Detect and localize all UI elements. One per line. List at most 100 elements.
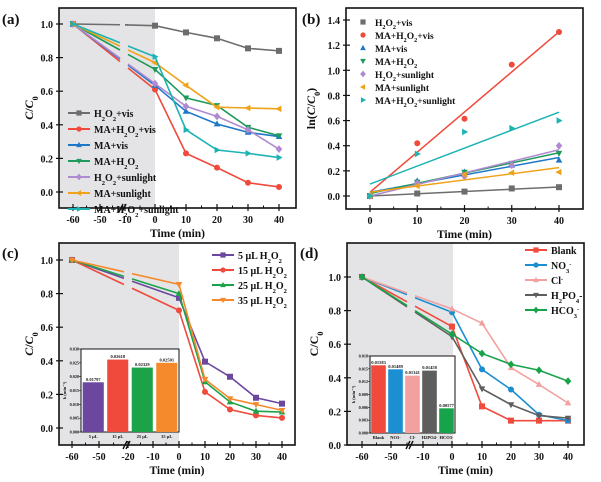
legend-label: Blank [551, 246, 577, 257]
label-subscript: 2 [102, 180, 105, 187]
y-tick-label: 0.6 [41, 323, 54, 334]
label-subscript: 2 [284, 273, 287, 280]
marker-square [183, 29, 189, 36]
series-35-l-h2o2 [68, 257, 286, 414]
series-line [451, 326, 568, 422]
y-tick-label: 0.8 [41, 54, 54, 65]
x-tick-label: 30 [507, 216, 517, 227]
x-tick-label: 30 [534, 452, 544, 463]
label-text: O [407, 58, 414, 68]
label-text: H [551, 291, 559, 302]
x-tick-label: 0 [177, 452, 182, 463]
marker-triangle-up [533, 276, 539, 283]
label-subscript: 2 [559, 298, 562, 305]
legend-item: 35 μL H2O2 [212, 296, 287, 310]
y-tick-label: 0.2 [41, 390, 54, 401]
axis-break-mark [122, 440, 128, 450]
label-subscript: 2 [102, 116, 105, 123]
marker-triangle-left [413, 182, 420, 190]
plot-frame [58, 242, 296, 446]
marker-circle [360, 32, 366, 38]
label-text: MA+vis [94, 141, 128, 152]
panel-c: (c) 0.0 0.2 0.4 0.6 0.8 1.0 -60 -50 -20 -10 0 10 20 30… [2, 242, 296, 477]
marker-square [414, 190, 421, 197]
label-text: O [127, 125, 135, 136]
marker-triangle-right [556, 117, 563, 124]
marker-square [508, 417, 514, 424]
series-line [124, 24, 156, 27]
marker-triangle-right [76, 206, 83, 212]
series-line [127, 53, 156, 71]
marker-square [152, 22, 158, 29]
label-text: HCO [551, 306, 574, 317]
marker-triangle-right [70, 20, 77, 28]
series-line [414, 297, 453, 314]
label-text: 5 μL H [238, 251, 268, 262]
label-subscript: 2 [404, 38, 407, 44]
marker-triangle-up [175, 290, 183, 296]
marker-triangle-up [360, 44, 366, 51]
legend-item: MA+H2O2+vis [68, 125, 156, 139]
inset-bar-value-label: 0.01341 [405, 370, 420, 375]
x-tick-label: -60 [355, 452, 368, 463]
legend-label: 5 μL H2O2 [238, 251, 282, 265]
label-subscript: 2 [393, 77, 396, 83]
marker-triangle-up [478, 319, 486, 326]
series-ma-h2o2-sunlight [367, 111, 563, 200]
label-text: Blank [551, 246, 577, 257]
label-text: MA+H [375, 32, 404, 42]
marker-triangle-right [276, 154, 283, 161]
series-line [72, 23, 121, 26]
x-tick-label: 10 [412, 216, 422, 227]
legend-item: H2O2+vis [68, 109, 134, 123]
marker-circle [227, 406, 233, 413]
marker-square [227, 373, 233, 380]
marker-circle [220, 267, 226, 273]
x-tick-label: 40 [277, 452, 287, 463]
marker-square [461, 188, 468, 195]
label-text: +vis [138, 125, 155, 136]
fit-line [369, 111, 560, 185]
x-tick-label: 10 [181, 215, 191, 226]
y-tick-label: 0.8 [41, 290, 54, 301]
label-subscript: 2 [273, 273, 276, 280]
y-axis-label: C/C0 [22, 96, 40, 119]
marker-triangle-down [220, 297, 226, 304]
series-line [414, 305, 453, 328]
inset-y-tick-label: 0.015 [359, 366, 368, 371]
marker-triangle-right [214, 146, 221, 154]
marker-square [533, 247, 539, 253]
marker-circle [183, 150, 189, 157]
legend-item: MA+H2O2+vis [360, 32, 434, 44]
inset-category-label: H2PO4- [422, 435, 438, 440]
label-text: +sunlight [138, 205, 179, 216]
x-tick-label: 30 [251, 452, 261, 463]
label-text: NO [551, 261, 566, 272]
inset-category-label: 25 μL [137, 434, 148, 439]
marker-diamond [275, 145, 283, 154]
inset-category-label: NO3- [390, 435, 401, 440]
y-tick-label: 0.4 [41, 357, 54, 368]
legend-item: MA+H2O2+sunlight [360, 97, 456, 109]
inset-y-tick-label: 0.003 [359, 418, 368, 423]
inset-y-tick-label: 0.025 [70, 360, 79, 365]
marker-triangle-down [175, 281, 183, 288]
label-text: MA+H [375, 58, 404, 68]
legend-label: H2O2+vis [375, 19, 413, 31]
series-line [414, 311, 453, 338]
label-subscript: 2 [284, 303, 287, 310]
label-subscript: 2 [273, 303, 276, 310]
marker-square [202, 358, 208, 365]
label-subscript: 4 [576, 298, 580, 305]
y-tick-label: 0.4 [328, 142, 341, 153]
series-hco3- [358, 273, 572, 386]
marker-square [176, 294, 182, 301]
series-line [131, 272, 180, 286]
label-subscript: 2 [414, 38, 417, 44]
label-text: MA+sunlight [375, 84, 430, 94]
label-text: O [385, 19, 392, 29]
marker-square [253, 394, 259, 401]
marker-triangle-down [533, 292, 539, 299]
label-text: O [105, 109, 113, 120]
marker-triangle-down [226, 396, 234, 403]
